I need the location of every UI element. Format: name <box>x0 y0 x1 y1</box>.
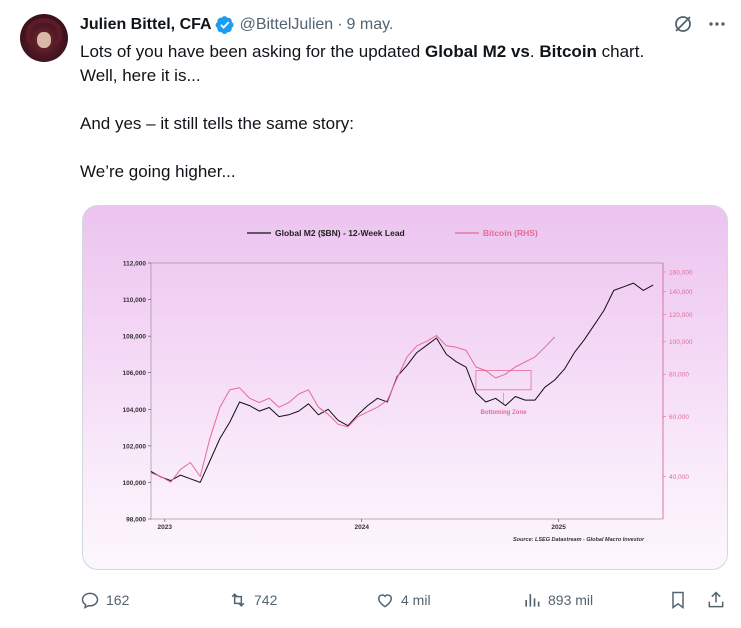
text-line1-e: chart. <box>596 42 645 61</box>
y-right-tick-label: 120,000 <box>669 312 693 319</box>
action-bar: 162 742 4 mil 893 mil <box>80 588 730 612</box>
more-icon[interactable] <box>707 14 727 34</box>
y-left-tick-label: 98,000 <box>126 517 146 524</box>
x-tick-label: 2023 <box>158 524 173 531</box>
tweet-text: Lots of you have been asking for the upd… <box>80 40 720 184</box>
annotation-bottoming-zone: Bottoming Zone <box>480 410 527 416</box>
reply-count: 162 <box>106 592 130 608</box>
bottoming-zone-box <box>475 370 532 391</box>
y-left-tick-label: 102,000 <box>123 443 147 450</box>
repost-button[interactable]: 742 <box>228 588 277 612</box>
text-line1-b: Global M2 vs <box>424 42 530 61</box>
text-line1-a: Lots of you have been asking for the upd… <box>80 42 425 61</box>
verified-icon[interactable] <box>215 15 235 35</box>
y-left-tick-label: 104,000 <box>123 407 147 414</box>
y-left-tick-label: 110,000 <box>123 297 147 304</box>
chart-source: Source: LSEG Datastream - Global Macro I… <box>513 537 645 543</box>
bookmark-icon <box>672 591 684 609</box>
text-line2: Well, here it is... <box>80 66 201 85</box>
y-right-tick-label: 40,000 <box>669 474 689 481</box>
author-name[interactable]: Julien Bittel, CFA <box>80 16 212 33</box>
legend-btc: Bitcoin (RHS) <box>483 228 538 238</box>
chart-plot <box>150 282 654 483</box>
series-btc-line <box>150 335 556 483</box>
series-m2-line <box>150 282 654 483</box>
top-actions <box>673 14 727 34</box>
bookmark-button[interactable] <box>668 588 688 612</box>
y-right-tick-label: 100,000 <box>669 339 693 346</box>
y-left-tick-label: 100,000 <box>123 480 147 487</box>
y-right-tick-label: 80,000 <box>669 372 689 379</box>
reply-button[interactable]: 162 <box>80 588 129 612</box>
avatar[interactable] <box>20 14 68 62</box>
tweet-header: Julien Bittel, CFA @BittelJulien · 9 may… <box>80 14 393 36</box>
chart-svg: Global M2 ($BN) - 12-Week Lead Bitcoin (… <box>123 228 693 543</box>
views-icon <box>525 594 540 607</box>
text-line4: We’re going higher... <box>80 162 236 181</box>
x-tick-label: 2024 <box>354 524 369 531</box>
like-button[interactable]: 4 mil <box>375 588 431 612</box>
chart-image[interactable]: Global M2 ($BN) - 12-Week Lead Bitcoin (… <box>82 205 728 570</box>
author-handle[interactable]: @BittelJulien <box>239 16 334 33</box>
share-button[interactable] <box>706 588 726 612</box>
separator-dot: · <box>337 16 343 33</box>
text-line1-c: . <box>529 42 540 61</box>
y-right-tick-label: 140,000 <box>669 289 693 296</box>
like-count: 4 mil <box>401 592 431 608</box>
plot-frame <box>150 262 664 520</box>
legend-m2: Global M2 ($BN) - 12-Week Lead <box>275 228 405 238</box>
reply-icon <box>81 592 99 609</box>
views-button[interactable]: 893 mil <box>522 588 593 612</box>
views-count: 893 mil <box>548 592 594 608</box>
share-icon <box>708 591 724 608</box>
y-left-tick-label: 106,000 <box>123 370 147 377</box>
repost-icon <box>231 593 245 607</box>
y-right-tick-label: 160,000 <box>669 269 693 276</box>
tweet-date[interactable]: 9 may. <box>346 16 394 33</box>
x-tick-label: 2025 <box>551 524 566 531</box>
chart-axes: 112,000 110,000 108,000 106,000 104,000 102,0… <box>123 261 693 532</box>
grok-icon[interactable] <box>673 14 693 34</box>
repost-count: 742 <box>254 592 278 608</box>
y-right-tick-label: 60,000 <box>669 414 689 421</box>
text-line1-d: Bitcoin <box>539 42 597 61</box>
chart-legend: Global M2 ($BN) - 12-Week Lead Bitcoin (… <box>247 228 538 238</box>
text-line3: And yes – it still tells the same story: <box>80 114 354 133</box>
like-icon <box>377 594 393 608</box>
y-left-tick-label: 112,000 <box>123 261 147 268</box>
y-left-tick-label: 108,000 <box>123 334 147 341</box>
